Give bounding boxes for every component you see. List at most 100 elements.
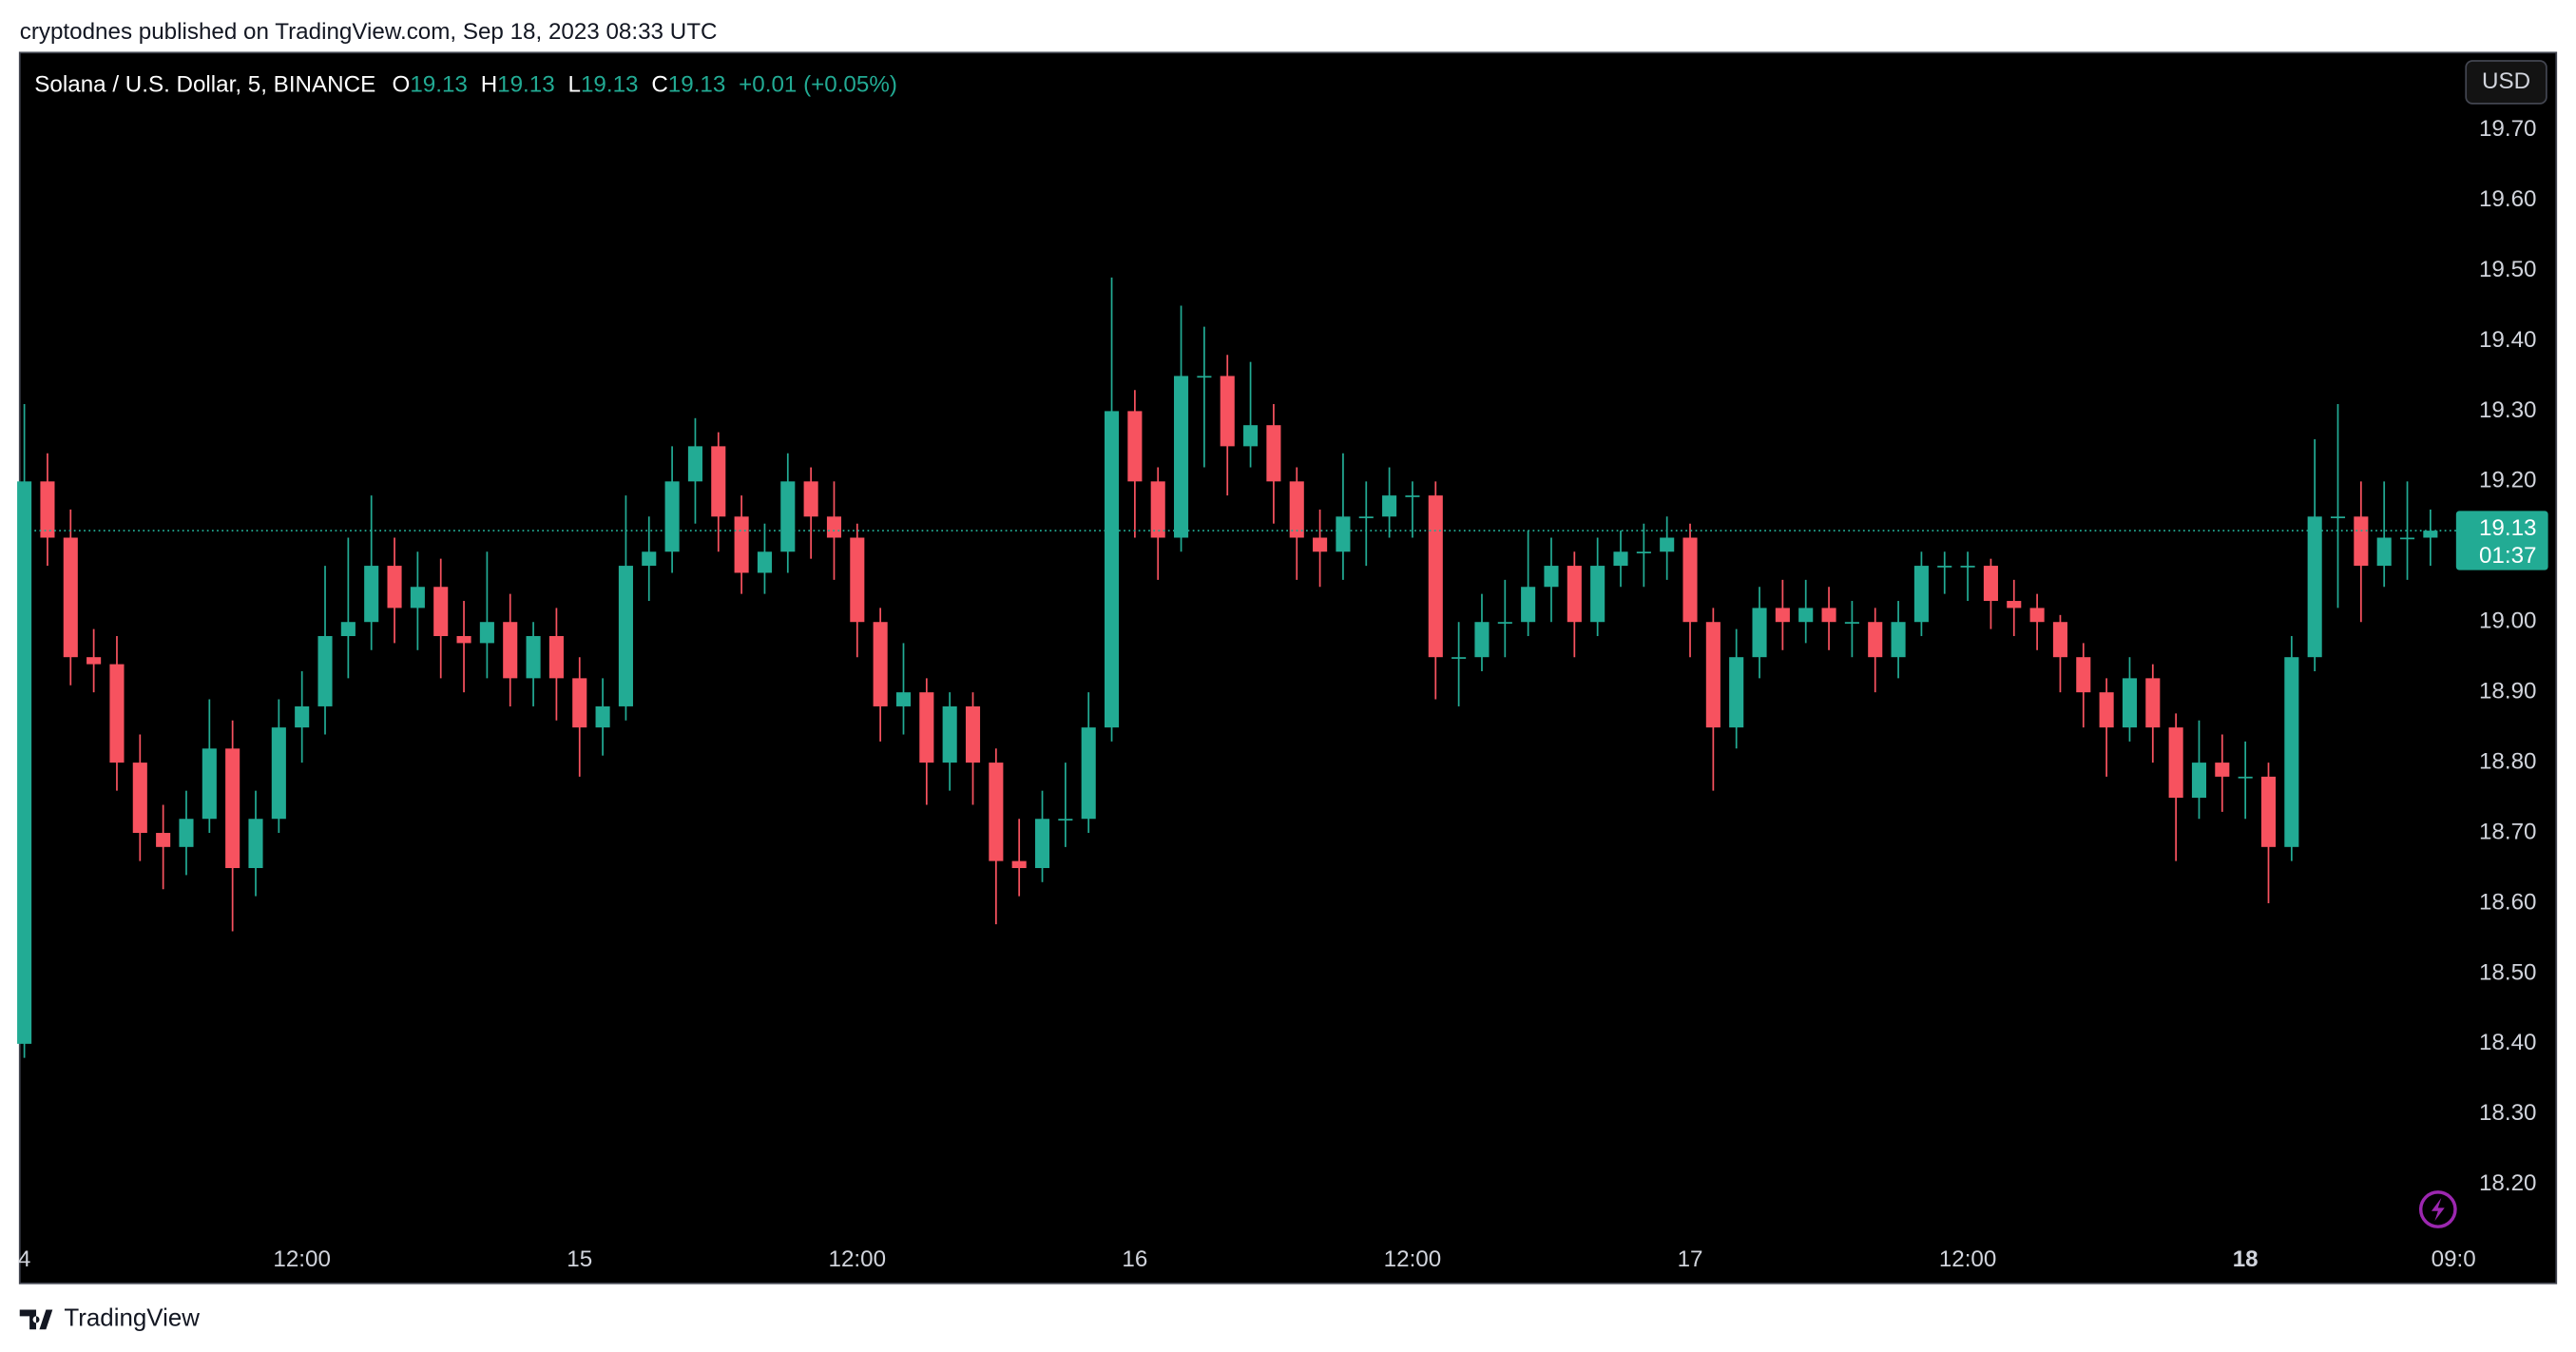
candle-body <box>1775 608 1790 623</box>
candle-body <box>965 705 981 763</box>
candle-body <box>1150 481 1165 538</box>
candle-body <box>87 657 102 665</box>
candle-body <box>2076 657 2091 693</box>
y-tick-label: 18.90 <box>2479 679 2537 705</box>
candle-body <box>2284 657 2299 847</box>
candle-body <box>1682 537 1698 623</box>
candle-body <box>2122 678 2138 728</box>
candle-body <box>1011 860 1027 869</box>
x-tick-label: 16 <box>1122 1246 1147 1272</box>
candle-body <box>1521 587 1536 623</box>
candle-body <box>456 636 471 644</box>
candle-body <box>1497 622 1512 624</box>
x-tick-label: 09:0 <box>2432 1246 2476 1272</box>
candle-body <box>179 819 194 847</box>
candle-body <box>2354 516 2369 567</box>
candle-body <box>503 622 518 679</box>
candle-body <box>40 481 55 538</box>
candle-body <box>1983 566 1998 602</box>
candle-body <box>248 819 263 869</box>
candle-body <box>1868 622 1883 658</box>
candle-body <box>2399 537 2415 540</box>
candle-body <box>1844 622 1859 624</box>
candle-body <box>1266 425 1281 482</box>
candle-body <box>1382 495 1397 517</box>
candle-body <box>989 763 1004 861</box>
candle-body <box>1058 819 1073 821</box>
candle-body <box>1358 516 1374 519</box>
candle-body <box>295 705 310 728</box>
y-tick-label: 19.30 <box>2479 397 2537 423</box>
y-tick-label: 18.80 <box>2479 748 2537 774</box>
candle-body <box>1313 537 1328 552</box>
legend-key: O <box>393 71 411 97</box>
candle-body <box>2168 727 2183 799</box>
lightning-icon[interactable] <box>2418 1190 2457 1228</box>
symbol: Solana / U.S. Dollar, 5, BINANCE <box>34 71 375 97</box>
candle-body <box>803 481 818 517</box>
candle-body <box>1729 657 1744 728</box>
candle-body <box>1752 608 1767 658</box>
candle-body <box>2052 622 2067 658</box>
legend-value: 19.13 <box>497 71 555 97</box>
candle-body <box>1174 376 1189 538</box>
legend-key: C <box>651 71 667 97</box>
legend-change: +0.01 (+0.05%) <box>739 71 897 97</box>
currency-label[interactable]: USD <box>2482 68 2530 94</box>
y-tick-label: 18.60 <box>2479 889 2537 915</box>
chart-panel <box>18 51 2558 1284</box>
candle-body <box>1913 566 1929 623</box>
candle-body <box>1289 481 1304 538</box>
x-tick-label: 18 <box>2233 1246 2259 1272</box>
publisher-line: cryptodnes published on TradingView.com,… <box>20 19 718 45</box>
candle-body <box>1705 622 1721 728</box>
candle-body <box>711 446 726 517</box>
candle-body <box>1034 819 1050 869</box>
candle-body <box>410 587 425 608</box>
candle-body <box>595 705 610 728</box>
candle-body <box>1590 566 1605 623</box>
x-tick-label: 12:00 <box>273 1246 331 1272</box>
candle-body <box>895 692 912 706</box>
legend-value: 19.13 <box>581 71 639 97</box>
y-tick-label: 18.50 <box>2479 959 2537 985</box>
candle-body <box>2099 692 2114 728</box>
candle-body <box>2191 763 2207 799</box>
x-tick-label: 17 <box>1678 1246 1703 1272</box>
candle-body <box>942 705 957 763</box>
candle-body <box>63 537 78 658</box>
y-tick-label: 18.70 <box>2479 819 2537 844</box>
candle-body <box>1821 608 1836 623</box>
candle-body <box>1220 376 1235 447</box>
candle-body <box>1636 551 1651 554</box>
legend-value: 19.13 <box>668 71 726 97</box>
x-tick-label: 4 <box>18 1246 30 1272</box>
candle-body <box>2330 516 2346 519</box>
candle-body <box>826 516 842 538</box>
candle-body <box>1451 657 1467 659</box>
candle-body <box>1660 537 1675 552</box>
legend: Solana / U.S. Dollar, 5, BINANCE O 19.13 H… <box>34 71 897 97</box>
candle-body <box>734 516 749 573</box>
candle-body <box>664 481 680 552</box>
candle-body <box>225 748 240 869</box>
candle-body <box>202 748 217 820</box>
y-tick-label: 19.50 <box>2479 257 2537 282</box>
candle-body <box>271 727 286 820</box>
currency-button[interactable] <box>2465 60 2547 105</box>
candle-body <box>526 636 541 679</box>
candle-body <box>618 566 633 706</box>
candle-body <box>1798 608 1814 623</box>
candle-body <box>317 636 333 706</box>
candle-body <box>1544 566 1559 588</box>
candle-body <box>1613 551 1628 567</box>
candle-body <box>1891 622 1906 658</box>
candle-body <box>1405 495 1420 497</box>
candle-body <box>642 551 657 567</box>
last-price-box <box>2455 511 2548 570</box>
candle-body <box>2376 537 2392 567</box>
candle-body <box>1104 411 1120 728</box>
legend-key: H <box>481 71 497 97</box>
y-tick-label: 19.40 <box>2479 327 2537 353</box>
plot <box>17 277 2438 1058</box>
